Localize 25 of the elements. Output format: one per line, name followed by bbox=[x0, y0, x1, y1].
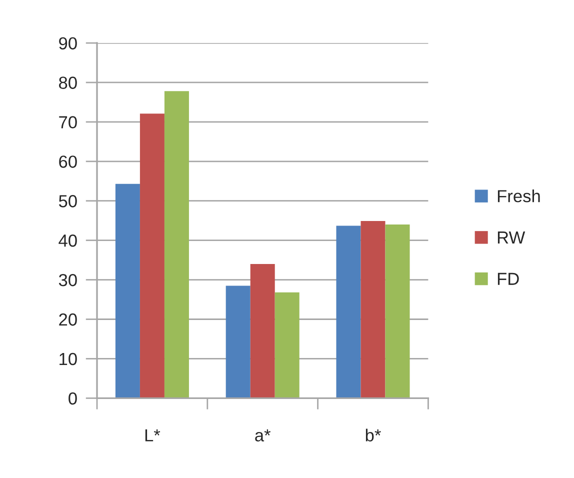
bar bbox=[274, 292, 300, 398]
legend-label: FD bbox=[498, 272, 519, 285]
bar bbox=[115, 184, 140, 398]
y-tick-label: 60 bbox=[59, 156, 77, 168]
bar bbox=[336, 226, 361, 398]
x-tick-label: a* bbox=[255, 429, 271, 442]
y-tick-label: 30 bbox=[58, 274, 77, 286]
x-tick-label: b* bbox=[366, 428, 381, 442]
y-tick-label: 70 bbox=[59, 116, 77, 128]
y-tick-label: 0 bbox=[68, 392, 77, 405]
bar bbox=[164, 91, 189, 398]
bar bbox=[226, 286, 250, 398]
x-tick-label: L* bbox=[145, 429, 160, 442]
y-tick-label: 10 bbox=[60, 352, 77, 366]
y-tick-label: 40 bbox=[58, 234, 77, 247]
bar bbox=[385, 224, 410, 398]
y-tick-label: 90 bbox=[59, 37, 77, 50]
legend-label: RW bbox=[498, 232, 526, 244]
bar bbox=[250, 264, 275, 398]
bar bbox=[140, 114, 164, 398]
legend-label: Fresh bbox=[498, 190, 540, 202]
y-tick-label: 50 bbox=[58, 195, 77, 208]
bar bbox=[360, 220, 386, 398]
y-tick-label: 80 bbox=[59, 76, 77, 89]
y-tick-label: 20 bbox=[59, 313, 77, 326]
